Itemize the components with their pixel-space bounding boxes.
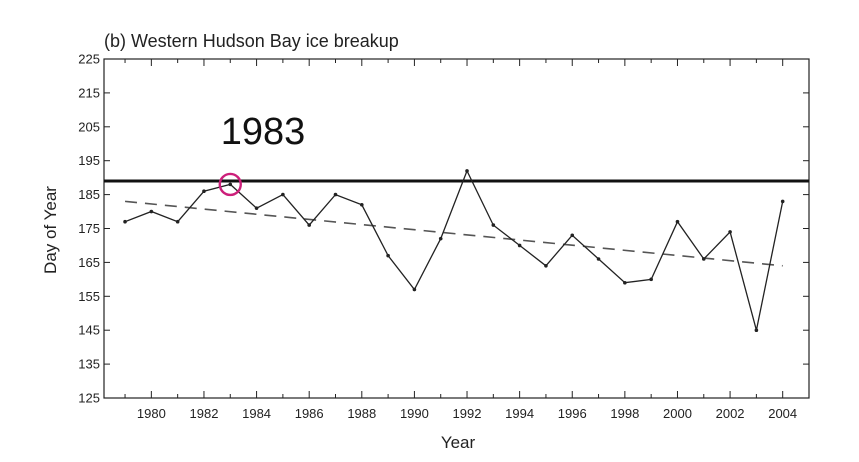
x-tick-label: 2002: [716, 406, 745, 421]
x-tick-label: 2000: [663, 406, 692, 421]
data-point: [596, 257, 601, 261]
x-tick-label: 2004: [768, 406, 797, 421]
data-point: [570, 233, 575, 238]
x-tick-label: 1992: [453, 406, 482, 421]
data-point: [649, 277, 653, 282]
data-point: [281, 192, 285, 197]
data-point: [307, 223, 311, 227]
x-tick-label: 1998: [610, 406, 639, 421]
data-point: [228, 182, 233, 187]
trend-line: [124, 200, 783, 267]
x-tick-label: 1988: [347, 406, 376, 421]
data-point: [412, 287, 417, 292]
data-line: [124, 169, 784, 331]
y-tick-label: 155: [78, 289, 100, 304]
x-tick-label: 1996: [558, 406, 587, 421]
annotation-layer: 1983: [218, 111, 306, 197]
x-tick-label: 1980: [137, 406, 166, 421]
data-point: [701, 257, 706, 261]
series-layer: [104, 169, 809, 333]
data-point: [675, 219, 680, 224]
y-tick-label: 145: [78, 323, 100, 338]
data-point: [202, 189, 206, 194]
x-axis-label: Year: [441, 433, 476, 452]
y-tick-label: 215: [78, 85, 100, 100]
data-point: [465, 169, 469, 173]
y-tick-label: 175: [78, 221, 100, 236]
y-axis: 125 135 145 155 165 175 185 195 205 215 225: [78, 52, 809, 406]
data-point: [438, 236, 443, 241]
annotation-label: 1983: [221, 111, 306, 153]
x-tick-label: 1984: [242, 406, 271, 421]
data-point: [491, 223, 496, 227]
data-point: [780, 199, 785, 204]
data-point: [149, 209, 154, 214]
data-point: [359, 202, 364, 207]
data-point: [544, 263, 548, 268]
y-axis-label: Day of Year: [41, 186, 60, 274]
data-point: [333, 192, 338, 197]
y-tick-label: 185: [78, 187, 100, 202]
data-point: [517, 243, 522, 248]
data-point: [123, 219, 127, 224]
y-tick-label: 205: [78, 119, 100, 134]
x-tick-label: 1986: [295, 406, 324, 421]
y-tick-label: 195: [78, 153, 100, 168]
data-point: [175, 219, 180, 224]
x-axis: 1980 1982 1984 1986 1988 1990 1992 1994 1996 1998…: [124, 59, 810, 421]
y-tick-label: 225: [78, 52, 100, 67]
plot-frame: [103, 58, 810, 399]
data-point: [254, 206, 259, 210]
data-point: [754, 328, 759, 333]
y-tick-label: 125: [78, 391, 100, 406]
x-tick-label: 1990: [400, 406, 429, 421]
data-point: [623, 280, 627, 285]
data-point: [728, 230, 732, 234]
highlight-circle: [218, 172, 242, 197]
plot-border: [103, 58, 810, 399]
data-point: [386, 253, 390, 258]
x-tick-label: 1982: [190, 406, 219, 421]
chart-title: (b) Western Hudson Bay ice breakup: [104, 31, 399, 51]
y-tick-label: 135: [78, 357, 100, 372]
y-tick-label: 165: [78, 255, 100, 270]
x-tick-label: 1994: [505, 406, 534, 421]
